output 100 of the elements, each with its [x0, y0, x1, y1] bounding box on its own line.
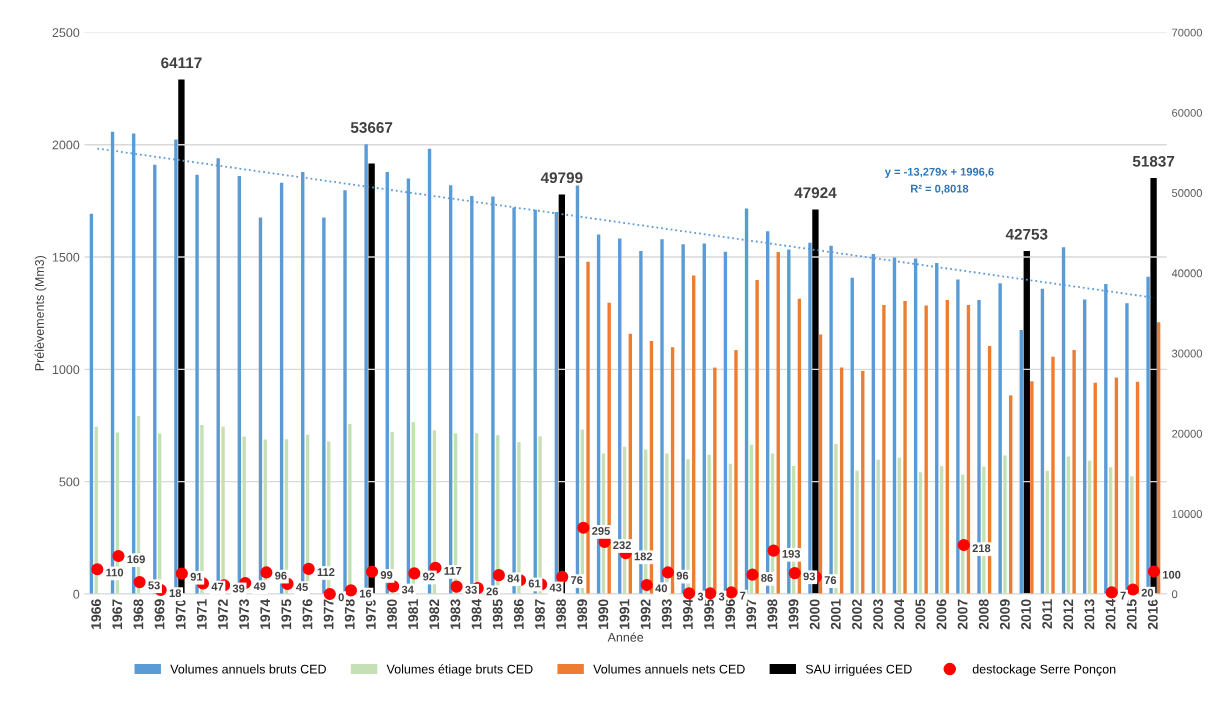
- legend-label: Volumes étiage bruts CED: [386, 664, 533, 677]
- y-tick-label: 500: [59, 477, 80, 487]
- data-label: 51837: [1132, 155, 1175, 167]
- x-tick-label: 1978: [344, 599, 355, 629]
- x-tick-label: 1966: [91, 599, 102, 629]
- y-tick-label: 0: [73, 589, 80, 599]
- data-label: 3: [718, 592, 725, 601]
- data-label: 20: [1141, 588, 1154, 597]
- data-label: 218: [972, 544, 991, 553]
- data-label: 39: [232, 584, 245, 593]
- data-label: 49: [253, 582, 266, 591]
- data-label: 42753: [1005, 228, 1048, 240]
- x-tick-label: 1974: [260, 598, 271, 629]
- x-tick-label: 1970: [175, 599, 186, 629]
- data-label: 16: [359, 589, 372, 598]
- x-axis-title: Année: [607, 632, 644, 642]
- data-label: 93: [803, 572, 816, 581]
- data-label: 169: [127, 555, 145, 564]
- data-label: 110: [106, 568, 124, 577]
- y2-tick-label: 0: [1171, 590, 1178, 599]
- data-label: 193: [782, 549, 801, 558]
- x-tick-label: 1973: [239, 599, 249, 629]
- x-tick-label: 1977: [323, 599, 334, 629]
- data-label: 40: [655, 584, 668, 593]
- x-tick-label: 1999: [788, 599, 799, 629]
- data-label: 86: [761, 573, 773, 582]
- x-tick-label: 1989: [577, 599, 588, 629]
- data-label: 76: [571, 576, 583, 585]
- data-label: 18: [169, 589, 182, 598]
- x-tick-label: 2010: [1021, 599, 1031, 630]
- x-tick-label: 1998: [767, 599, 778, 629]
- data-label: 84: [507, 574, 520, 583]
- x-tick-label: 1993: [661, 599, 672, 629]
- x-tick-label: 1990: [598, 599, 609, 629]
- y2-tick-label: 10000: [1172, 510, 1203, 518]
- legend-label: SAU irriguées CED: [805, 664, 912, 677]
- x-tick-label: 2009: [999, 599, 1010, 630]
- y-tick-label: 1000: [52, 365, 80, 375]
- data-label: 76: [824, 576, 837, 585]
- x-tick-label: 1995: [704, 599, 714, 629]
- x-tick-label: 2000: [809, 599, 820, 630]
- data-label: 26: [486, 587, 499, 596]
- x-tick-label: 2005: [915, 599, 926, 630]
- x-tick-label: 2011: [1042, 599, 1053, 629]
- x-tick-label: 1980: [387, 599, 397, 629]
- x-tick-label: 2012: [1063, 599, 1074, 630]
- x-tick-label: 1988: [556, 599, 566, 629]
- x-tick-label: 1971: [196, 599, 207, 629]
- x-tick-label: 2003: [873, 599, 884, 630]
- data-label: 182: [634, 552, 653, 561]
- x-tick-label: 2015: [1126, 599, 1137, 630]
- data-label: 91: [190, 572, 203, 581]
- x-tick-label: 2002: [852, 599, 862, 630]
- data-label: 47924: [794, 187, 837, 199]
- x-tick-label: 1986: [513, 599, 524, 629]
- data-label: 64117: [161, 57, 202, 69]
- x-tick-label: 2004: [894, 598, 905, 630]
- y2-tick-label: 60000: [1172, 108, 1203, 117]
- legend-label: destockage Serre Ponçon: [972, 664, 1116, 677]
- data-label: 117: [444, 567, 462, 575]
- x-tick-label: 2008: [978, 599, 989, 630]
- data-label: 33: [465, 585, 477, 594]
- x-tick-label: 2007: [957, 599, 968, 630]
- data-label: 43: [549, 583, 562, 592]
- data-label: 232: [613, 541, 631, 550]
- data-label: 7: [1120, 591, 1126, 600]
- x-tick-label: 1991: [619, 599, 630, 629]
- x-tick-label: 2014: [1105, 598, 1116, 630]
- data-label: 47: [211, 582, 224, 591]
- x-tick-label: 1981: [408, 599, 419, 629]
- data-label: 100: [1163, 570, 1181, 579]
- x-tick-label: 2001: [830, 599, 841, 630]
- legend-label: Volumes annuels nets CED: [593, 664, 745, 674]
- x-tick-label: 1976: [302, 599, 313, 629]
- data-label: 34: [401, 585, 414, 594]
- data-label: 295: [592, 527, 610, 535]
- legend-label: Volumes annuels bruts CED: [170, 664, 326, 674]
- y-tick-label: 2000: [52, 140, 80, 150]
- x-tick-label: 1967: [112, 599, 123, 629]
- data-label: 49799: [540, 172, 583, 184]
- annotation: R² = 0,8018: [911, 184, 969, 195]
- x-tick-label: 1984: [471, 598, 482, 629]
- data-label: 0: [338, 593, 344, 602]
- data-label: 53667: [350, 122, 393, 133]
- data-label: 45: [296, 583, 308, 592]
- y2-tick-label: 70000: [1172, 28, 1203, 37]
- data-label: 61: [528, 579, 541, 588]
- x-tick-label: 1969: [154, 599, 165, 629]
- x-tick-label: 2013: [1084, 599, 1095, 630]
- y2-tick-label: 20000: [1172, 429, 1203, 438]
- x-tick-label: 1997: [746, 599, 757, 629]
- data-label: 112: [317, 568, 335, 576]
- x-tick-label: 1983: [450, 599, 461, 629]
- data-label: 96: [275, 571, 287, 580]
- x-tick-label: 1982: [429, 599, 440, 629]
- x-tick-label: 1985: [492, 599, 503, 629]
- x-tick-label: 1992: [640, 599, 651, 629]
- y2-tick-label: 40000: [1171, 269, 1203, 278]
- data-label: 92: [423, 572, 435, 581]
- data-label: 99: [380, 571, 393, 579]
